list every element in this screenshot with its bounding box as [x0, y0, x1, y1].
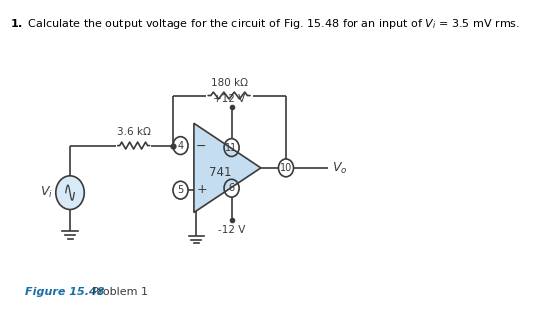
Text: +: +: [196, 183, 207, 196]
Text: $V_o$: $V_o$: [332, 161, 347, 176]
Text: 10: 10: [280, 163, 292, 173]
Text: $\mathbf{1.}$ Calculate the output voltage for the circuit of Fig. 15.48 for an : $\mathbf{1.}$ Calculate the output volta…: [10, 17, 520, 31]
Text: 180 kΩ: 180 kΩ: [210, 78, 248, 88]
Text: Problem 1: Problem 1: [85, 287, 148, 297]
Text: -12 V: -12 V: [218, 225, 245, 235]
Text: 4: 4: [178, 141, 184, 150]
Text: 5: 5: [178, 185, 184, 195]
Circle shape: [56, 176, 84, 210]
Text: $V_i$: $V_i$: [40, 185, 53, 200]
Text: −: −: [196, 140, 206, 153]
Text: Figure 15.48: Figure 15.48: [25, 287, 104, 297]
Text: 11: 11: [225, 142, 238, 153]
Text: 3.6 kΩ: 3.6 kΩ: [117, 127, 150, 137]
Text: 6: 6: [229, 183, 235, 193]
Text: +12 V: +12 V: [213, 94, 245, 104]
Text: 741: 741: [209, 166, 232, 179]
Polygon shape: [194, 123, 261, 213]
